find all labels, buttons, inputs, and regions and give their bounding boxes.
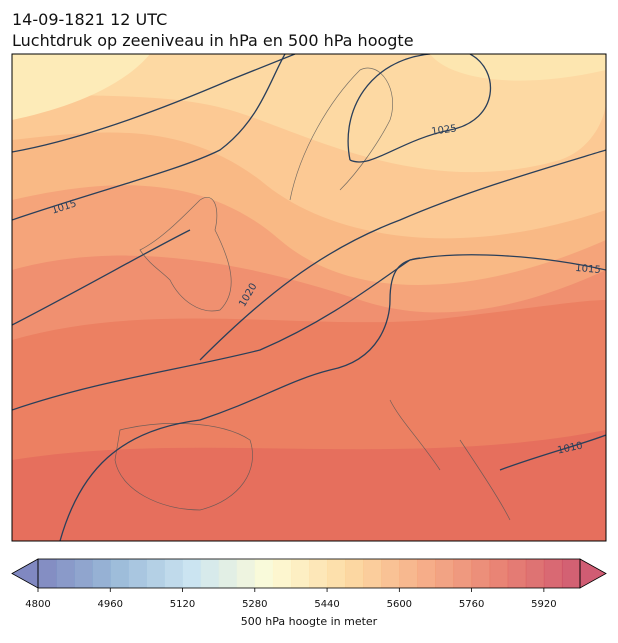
colorbar-segment <box>309 559 328 588</box>
colorbar-segment <box>128 559 147 588</box>
colorbar-segment <box>453 559 473 588</box>
colorbar-segment <box>200 559 220 588</box>
colorbar-frame <box>37 558 581 589</box>
subtitle: Luchtdruk op zeeniveau in hPa en 500 hPa… <box>12 31 414 50</box>
band <box>12 54 606 173</box>
colorbar-segment <box>507 559 527 588</box>
colorbar: 4800 4960 5120 5280 5440 5600 5760 5920 <box>11 558 607 610</box>
colorbar-tick-label: 5280 <box>242 599 267 610</box>
isobar <box>12 54 296 153</box>
colorbar-segment <box>417 559 436 588</box>
band <box>12 54 150 120</box>
coastline <box>114 423 253 511</box>
colorbar-segment <box>254 559 274 588</box>
colorbar-extend-high <box>579 558 607 589</box>
isobar <box>12 229 606 411</box>
isobar-label: 1025 <box>431 123 458 137</box>
colorbar-segment <box>110 559 129 588</box>
colorbar-segment <box>182 559 202 588</box>
colorbar-segment <box>363 559 382 588</box>
isobar <box>347 54 492 163</box>
colorbar-tick-label: 4800 <box>25 599 50 610</box>
colorbar-segment <box>489 559 509 588</box>
coastline <box>139 197 232 312</box>
colorbar-segment <box>218 559 238 588</box>
coastline <box>389 399 511 521</box>
colorbar-segment <box>272 559 292 588</box>
map <box>12 54 606 541</box>
title: 14-09-1821 12 UTC <box>12 10 167 29</box>
colorbar-tick-label: 4960 <box>98 599 123 610</box>
colorbar-segment <box>92 559 111 588</box>
map-frame <box>11 53 607 542</box>
colorbar-label: 500 hPa hoogte in meter <box>241 615 378 628</box>
colorbar-segment <box>399 559 418 588</box>
colorbar-segment <box>38 559 57 588</box>
colorbar-segment <box>345 559 364 588</box>
isobar <box>59 257 421 541</box>
colorbar-tick-label: 5760 <box>459 599 484 610</box>
isobar <box>12 54 286 221</box>
colorbar-segment <box>543 559 563 588</box>
colorbar-segment <box>381 559 400 588</box>
colorbar-segment <box>146 559 165 588</box>
band <box>430 54 606 81</box>
isobar <box>499 434 606 471</box>
colorbar-segment <box>236 559 256 588</box>
colorbar-extend-low <box>11 558 39 589</box>
colorbar-tick-label: 5440 <box>314 599 339 610</box>
isobar-label: 1015 <box>575 263 601 276</box>
isobar-label: 1010 <box>557 440 584 456</box>
colorbar-segment <box>327 559 346 588</box>
colorbar-segment <box>74 559 93 588</box>
colorbar-segment <box>471 559 491 588</box>
colorbar-segment <box>435 559 455 588</box>
coastline <box>289 67 393 201</box>
colorbar-segment <box>164 559 184 588</box>
colorbar-tick-label: 5920 <box>531 599 556 610</box>
isobar <box>199 149 606 361</box>
colorbar-tick-label: 5120 <box>170 599 195 610</box>
colorbar-segment <box>56 559 75 588</box>
colorbar-segment <box>290 559 310 588</box>
colorbar-segment <box>561 559 581 588</box>
colorbar-tick-label: 5600 <box>387 599 412 610</box>
colorbar-segment <box>525 559 545 588</box>
band <box>12 430 606 541</box>
